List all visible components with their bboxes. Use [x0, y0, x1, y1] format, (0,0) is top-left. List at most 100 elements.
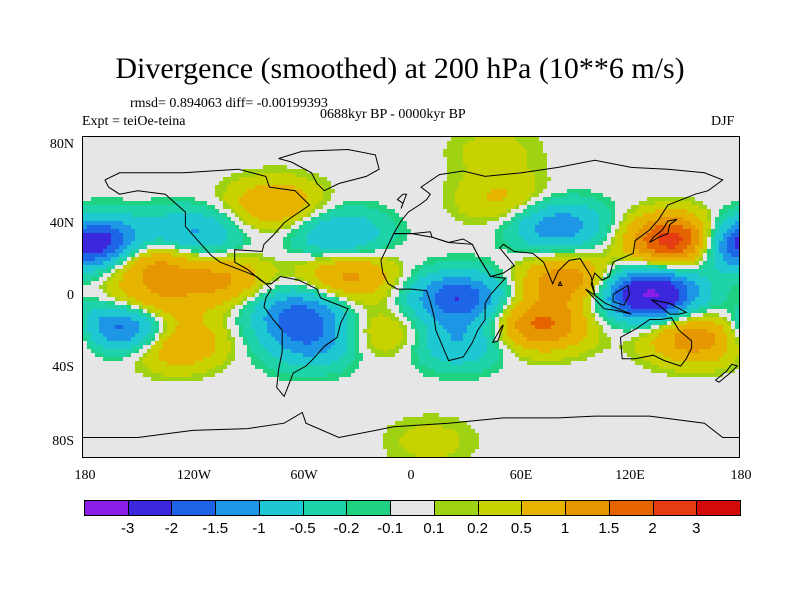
field-cell [343, 209, 348, 214]
field-cell [739, 213, 740, 218]
field-cell [147, 205, 152, 210]
field-cell [251, 205, 256, 210]
field-cell [139, 153, 144, 158]
field-cell [595, 241, 600, 246]
field-cell [343, 185, 348, 190]
field-cell [83, 181, 88, 186]
field-cell [111, 181, 116, 186]
field-cell [483, 213, 488, 218]
field-cell [271, 197, 276, 202]
field-cell [235, 245, 240, 250]
field-cell [103, 241, 108, 246]
field-cell [551, 173, 556, 178]
field-cell [211, 229, 216, 234]
field-cell [635, 185, 640, 190]
field-cell [347, 233, 352, 238]
field-cell [371, 197, 376, 202]
field-cell [579, 181, 584, 186]
field-cell [359, 229, 364, 234]
field-cell [523, 137, 528, 142]
field-cell [95, 213, 100, 218]
field-cell [663, 153, 668, 158]
field-cell [711, 181, 716, 186]
field-cell [259, 169, 264, 174]
field-cell [479, 217, 484, 222]
field-cell [535, 253, 540, 258]
field-cell [251, 193, 256, 198]
field-cell [735, 193, 739, 198]
field-cell [155, 245, 160, 250]
field-cell [107, 197, 112, 202]
field-cell [203, 193, 208, 198]
field-cell [179, 189, 184, 194]
field-cell [327, 185, 332, 190]
field-cell [487, 221, 492, 226]
field-cell [627, 189, 632, 194]
field-cell [267, 145, 272, 150]
field-cell [699, 245, 704, 250]
field-cell [499, 213, 504, 218]
field-cell [511, 181, 516, 186]
field-cell [707, 141, 712, 146]
field-cell [231, 213, 236, 218]
field-cell [271, 237, 276, 242]
field-cell [551, 221, 556, 226]
field-cell [319, 189, 324, 194]
field-cell [591, 157, 596, 162]
field-cell [499, 217, 504, 222]
field-cell [655, 221, 660, 226]
field-cell [319, 221, 324, 226]
field-cell [599, 253, 604, 258]
field-cell [351, 169, 356, 174]
field-cell [735, 169, 739, 174]
field-cell [547, 145, 552, 150]
field-cell [679, 169, 684, 174]
field-cell [219, 245, 224, 250]
field-cell [263, 229, 268, 234]
field-cell [127, 145, 132, 150]
field-cell [235, 141, 240, 146]
field-cell [135, 249, 140, 254]
field-cell [331, 165, 336, 170]
field-cell [611, 173, 616, 178]
field-cell [663, 237, 668, 242]
field-cell [335, 245, 340, 250]
field-cell [127, 185, 132, 190]
field-cell [147, 177, 152, 182]
field-cell [583, 241, 588, 246]
field-cell [471, 141, 476, 146]
field-cell [299, 217, 304, 222]
field-cell [183, 189, 188, 194]
field-cell [647, 253, 652, 258]
field-cell [207, 189, 212, 194]
field-cell [651, 253, 656, 258]
field-cell [739, 229, 740, 234]
field-cell [251, 161, 256, 166]
field-cell [359, 185, 364, 190]
field-cell [639, 201, 644, 206]
field-cell [423, 233, 428, 238]
field-cell [287, 177, 292, 182]
field-cell [711, 157, 716, 162]
field-cell [199, 209, 204, 214]
field-cell [203, 205, 208, 210]
field-cell [287, 161, 292, 166]
field-cell [231, 157, 236, 162]
field-cell [327, 181, 332, 186]
field-cell [203, 141, 208, 146]
field-cell [527, 137, 532, 142]
field-cell [351, 253, 356, 258]
field-cell [735, 173, 739, 178]
field-cell [427, 205, 432, 210]
field-cell [299, 153, 304, 158]
field-cell [523, 245, 528, 250]
field-cell [583, 149, 588, 154]
field-cell [411, 201, 416, 206]
field-cell [487, 149, 492, 154]
field-cell [379, 221, 384, 226]
field-cell [539, 137, 544, 142]
field-cell [127, 189, 132, 194]
field-cell [719, 173, 724, 178]
field-cell [175, 153, 180, 158]
field-cell [155, 165, 160, 170]
